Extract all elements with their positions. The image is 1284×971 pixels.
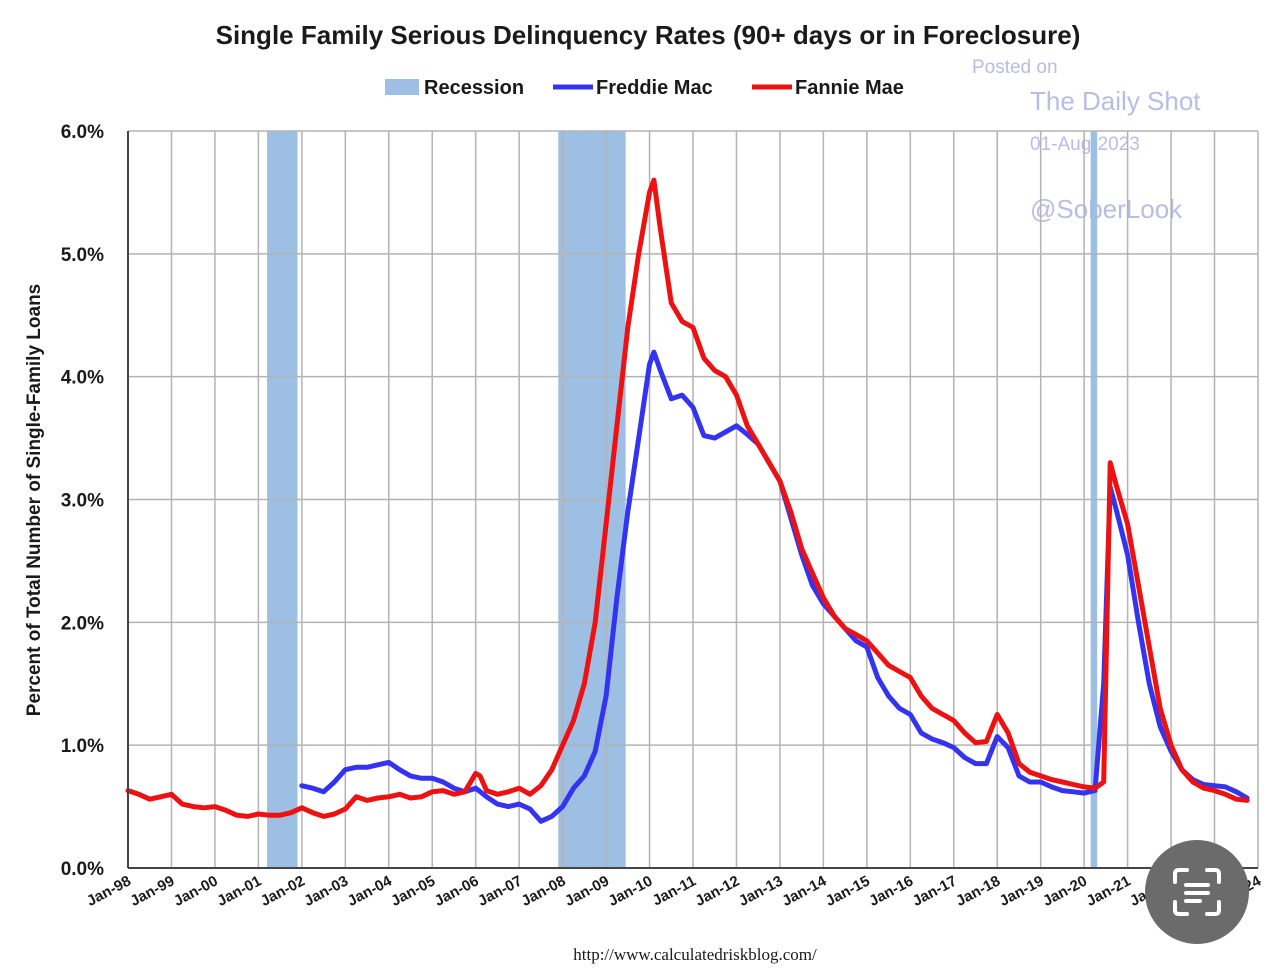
x-tick-label: Jan-99: [127, 873, 177, 910]
x-tick-label: Jan-05: [388, 873, 438, 910]
y-tick-label: 1.0%: [61, 736, 104, 757]
x-tick-label: Jan-16: [866, 873, 916, 910]
source-url: http://www.calculatedriskblog.com/: [573, 945, 817, 964]
x-tick-label: Jan-13: [736, 873, 786, 910]
y-tick-label: 6.0%: [61, 122, 104, 143]
series-line-fannie-mae: [125, 177, 1250, 819]
series: [125, 177, 1250, 824]
x-tick-label: Jan-02: [258, 873, 308, 910]
legend-label-recession: Recession: [424, 77, 524, 99]
watermark-handle: @SoberLook: [1030, 194, 1183, 224]
watermark-posted-on: Posted on: [972, 57, 1058, 78]
x-tick-label: Jan-21: [1084, 873, 1134, 910]
x-tick-label: Jan-15: [823, 873, 873, 910]
x-tick-label: Jan-01: [214, 873, 264, 910]
chart-title: Single Family Serious Delinquency Rates …: [216, 20, 1081, 50]
x-tick-label: Jan-00: [171, 873, 221, 910]
x-tick-label: Jan-08: [519, 873, 569, 910]
x-tick-label: Jan-04: [345, 872, 396, 910]
x-tick-label: Jan-06: [432, 873, 482, 910]
x-tick-label: Jan-19: [997, 873, 1047, 910]
watermark-date: 01-Aug-2023: [1030, 134, 1140, 155]
grid: [127, 130, 1259, 869]
x-tick-label: Jan-10: [605, 873, 655, 910]
watermark: Posted on The Daily Shot 01-Aug-2023 @So…: [972, 57, 1201, 224]
legend-swatch-recession: [385, 79, 419, 95]
y-tick-label: 4.0%: [61, 368, 104, 389]
x-tick-label: Jan-12: [692, 873, 742, 910]
x-tick-label: Jan-07: [475, 873, 525, 910]
x-tick-label: Jan-20: [1040, 873, 1090, 910]
text-scan-icon: [1173, 868, 1221, 916]
y-axis-label: Percent of Total Number of Single-Family…: [24, 284, 45, 716]
x-tick-label: Jan-03: [301, 873, 351, 910]
legend-label-fannie: Fannie Mae: [795, 77, 904, 99]
y-tick-label: 0.0%: [61, 859, 104, 880]
x-tick-label: Jan-09: [562, 873, 612, 910]
y-tick-label: 3.0%: [61, 491, 104, 512]
watermark-site: The Daily Shot: [1030, 86, 1201, 116]
y-tick-label: 5.0%: [61, 245, 104, 266]
x-tick-label: Jan-14: [779, 872, 830, 910]
text-scan-button[interactable]: [1145, 840, 1249, 944]
x-tick-label: Jan-11: [650, 873, 699, 910]
legend: Recession Freddie Mac Fannie Mae: [385, 77, 904, 99]
x-tick-label: Jan-18: [953, 873, 1003, 910]
legend-label-freddie: Freddie Mac: [596, 77, 713, 99]
x-tick-label: Jan-17: [910, 873, 960, 910]
y-tick-label: 2.0%: [61, 613, 104, 634]
